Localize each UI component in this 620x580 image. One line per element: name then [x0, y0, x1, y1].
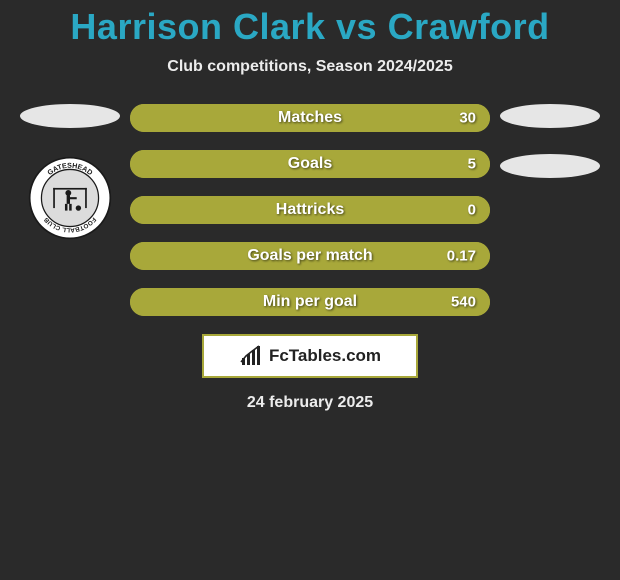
bar-value: 540: [451, 294, 476, 311]
stat-bar: Min per goal 540: [130, 288, 490, 316]
date-text: 24 february 2025: [0, 394, 620, 412]
club-badge-wrap: GATESHEAD FOOTBALL CLUB: [10, 154, 130, 240]
bar-label: Matches: [278, 109, 342, 127]
placeholder-pill-left: [20, 104, 120, 128]
placeholder-pill-right-1: [500, 104, 600, 128]
chart-icon: [239, 344, 263, 368]
stat-bar: Matches 30: [130, 104, 490, 132]
bar-label: Goals: [288, 155, 332, 173]
stat-bar: Hattricks 0: [130, 196, 490, 224]
page-title: Harrison Clark vs Crawford: [0, 6, 620, 48]
stat-bar: Goals 5: [130, 150, 490, 178]
left-player-column: GATESHEAD FOOTBALL CLUB: [10, 104, 130, 316]
infographic-root: Harrison Clark vs Crawford Club competit…: [0, 0, 620, 412]
page-subtitle: Club competitions, Season 2024/2025: [0, 58, 620, 76]
stat-bars-column: Matches 30 Goals 5 Hattricks 0 Goals per…: [130, 104, 490, 316]
right-player-column: [490, 104, 610, 316]
bar-label: Min per goal: [263, 293, 357, 311]
bar-value: 30: [459, 110, 476, 127]
stat-bar: Goals per match 0.17: [130, 242, 490, 270]
club-badge-icon: GATESHEAD FOOTBALL CLUB: [28, 156, 112, 240]
brand-box: FcTables.com: [202, 334, 418, 378]
bar-label: Goals per match: [247, 247, 372, 265]
bar-value: 0: [468, 202, 476, 219]
placeholder-pill-right-2: [500, 154, 600, 178]
bar-label: Hattricks: [276, 201, 344, 219]
bar-value: 5: [468, 156, 476, 173]
brand-text: FcTables.com: [269, 346, 381, 366]
bar-value: 0.17: [447, 248, 476, 265]
comparison-columns: GATESHEAD FOOTBALL CLUB: [0, 104, 620, 316]
